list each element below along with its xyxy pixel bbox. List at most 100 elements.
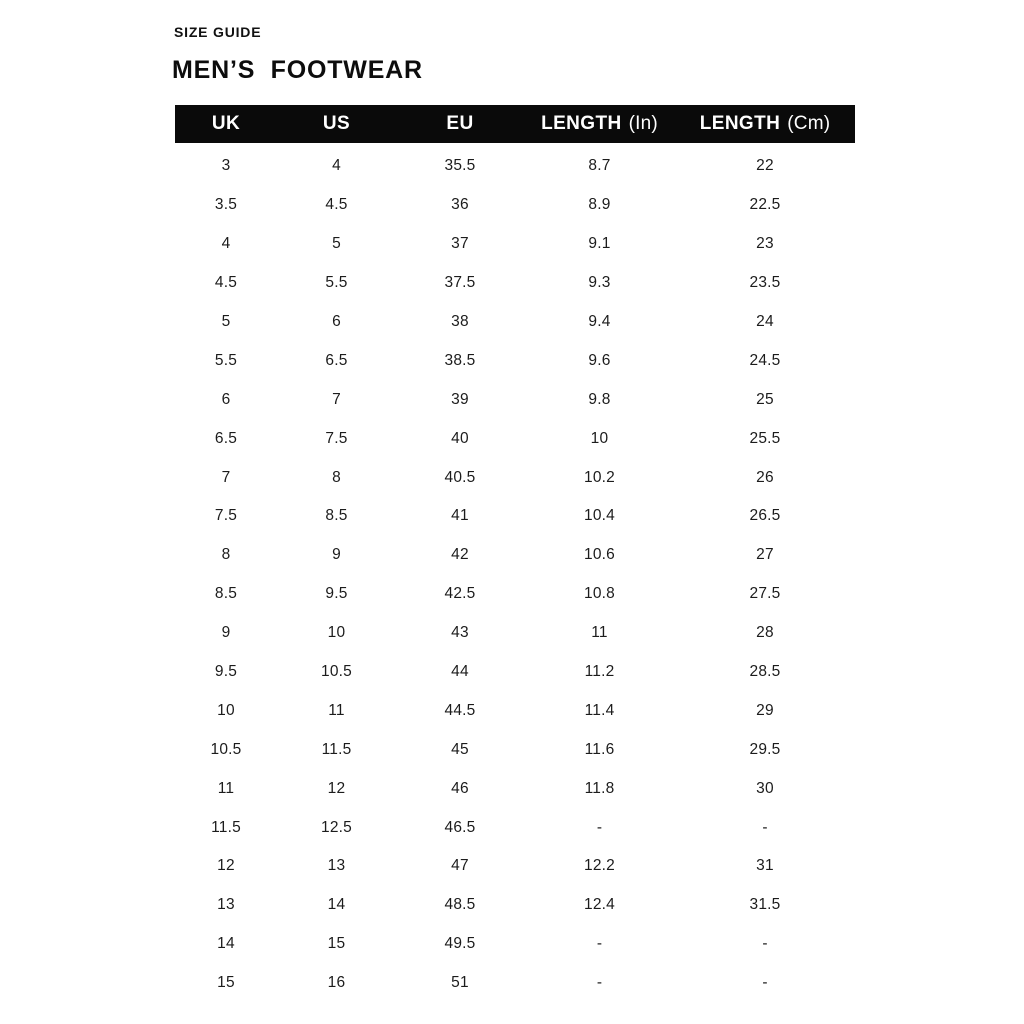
table-cell: 8.5 <box>214 585 238 603</box>
table-cell: 9.1 <box>588 235 611 253</box>
table-row: 4 5 37 9.1 23 <box>175 225 855 264</box>
table-cell: 47 <box>451 857 469 875</box>
table-cell: 14 <box>327 896 346 914</box>
table-row: 10 11 44.5 11.4 29 <box>175 691 855 730</box>
table-cell: 8.5 <box>325 507 348 525</box>
table-cell: 10.5 <box>210 740 242 758</box>
table-row: 7 8 40.5 10.2 26 <box>175 458 855 497</box>
table-cell: 46 <box>451 779 469 797</box>
table-row: 6.5 7.5 40 10 25.5 <box>175 419 855 458</box>
table-cell: 43 <box>451 624 469 642</box>
size-table: UK US EU LENGTH (In) LENGTH (Cm) 3 4 35.5 8… <box>175 105 855 1003</box>
table-body: 3 4 35.5 8.7 22 3.5 4.5 36 8.9 22.5 4 5 37 9.1 23 4.5 5.… <box>175 147 855 1003</box>
table-cell: 7.5 <box>214 507 238 525</box>
table-row: 11 12 46 11.8 30 <box>175 769 855 808</box>
table-cell: 11.2 <box>584 663 615 681</box>
table-cell: 9 <box>332 546 341 564</box>
table-cell: 6 <box>332 313 341 330</box>
table-cell: 29.5 <box>749 740 781 758</box>
table-cell: 40.5 <box>444 468 476 486</box>
table-cell: 8.7 <box>588 157 611 175</box>
table-cell: - <box>762 818 768 836</box>
column-header-eu: EU <box>396 113 524 135</box>
table-row: 9 10 43 11 28 <box>175 614 855 653</box>
table-cell: 12 <box>327 779 346 797</box>
table-cell: 5 <box>221 313 231 330</box>
table-row: 8.5 9.5 42.5 10.8 27.5 <box>175 575 855 614</box>
table-cell: 15 <box>217 974 235 992</box>
table-cell: 42 <box>451 546 469 564</box>
table-cell: 11.8 <box>584 779 615 797</box>
table-cell: 51 <box>451 974 469 992</box>
table-cell: 40 <box>451 429 469 447</box>
table-cell: 14 <box>217 935 235 953</box>
table-cell: 45 <box>451 740 469 758</box>
table-cell: 15 <box>327 935 346 953</box>
table-cell: 46.5 <box>444 818 476 836</box>
table-cell: 11 <box>328 701 345 719</box>
table-cell: - <box>596 974 603 992</box>
table-cell: 10.5 <box>321 663 352 681</box>
table-cell: 11.6 <box>584 740 615 758</box>
table-cell: 44.5 <box>444 701 476 719</box>
table-cell: 4.5 <box>214 274 238 292</box>
table-cell: 42.5 <box>444 585 476 603</box>
table-cell: 6.5 <box>325 351 348 369</box>
table-cell: 16 <box>327 974 346 992</box>
table-cell: 5 <box>332 235 341 253</box>
table-cell: 11 <box>217 779 235 797</box>
table-cell: 41 <box>451 507 469 525</box>
table-cell: 24 <box>756 313 774 330</box>
table-cell: 24.5 <box>749 351 781 369</box>
table-cell: 6 <box>221 390 231 408</box>
table-cell: 27 <box>756 546 774 564</box>
table-cell: 8.9 <box>588 196 611 214</box>
column-header-uk: UK <box>175 113 277 135</box>
table-cell: 38.5 <box>444 351 476 369</box>
table-cell: 5.5 <box>325 274 348 292</box>
table-cell: - <box>596 818 603 836</box>
table-cell: 31.5 <box>749 896 781 914</box>
table-cell: 9.4 <box>588 313 611 330</box>
column-header-label: UK <box>211 113 241 134</box>
table-cell: 12.5 <box>321 818 352 836</box>
table-cell: - <box>762 974 768 992</box>
table-cell: 49.5 <box>444 935 476 953</box>
table-cell: 11.4 <box>584 701 615 719</box>
table-row: 10.5 11.5 45 11.6 29.5 <box>175 730 855 769</box>
column-header-unit: (Cm) <box>787 113 831 134</box>
table-cell: 9 <box>221 624 231 642</box>
table-cell: 4 <box>221 235 231 253</box>
table-cell: 22.5 <box>749 196 781 214</box>
table-cell: 29 <box>756 701 774 719</box>
table-cell: 22 <box>756 157 774 175</box>
table-cell: 23.5 <box>749 274 781 292</box>
table-row: 3 4 35.5 8.7 22 <box>175 147 855 186</box>
table-cell: 10.2 <box>584 468 615 486</box>
table-cell: 8 <box>221 546 231 564</box>
table-cell: - <box>596 935 603 953</box>
table-cell: 27.5 <box>749 585 781 603</box>
table-cell: 26 <box>756 468 774 486</box>
table-cell: 48.5 <box>444 896 476 914</box>
table-cell: 39 <box>451 390 469 408</box>
column-header-label: EU <box>446 113 474 134</box>
column-header-label: LENGTH <box>541 113 622 134</box>
table-cell: 12.2 <box>584 857 615 875</box>
table-cell: 12 <box>217 857 235 875</box>
table-row: 4.5 5.5 37.5 9.3 23.5 <box>175 264 855 303</box>
table-cell: - <box>762 935 768 953</box>
table-cell: 37.5 <box>444 274 476 292</box>
column-header-label: LENGTH <box>699 113 781 134</box>
table-cell: 10.8 <box>584 585 615 603</box>
table-cell: 28 <box>756 624 774 642</box>
table-cell: 26.5 <box>749 507 781 525</box>
table-row: 7.5 8.5 41 10.4 26.5 <box>175 497 855 536</box>
table-cell: 10 <box>217 701 235 719</box>
table-cell: 30 <box>756 779 774 797</box>
table-cell: 12.4 <box>584 896 615 914</box>
table-cell: 10 <box>590 429 609 447</box>
column-header-length-cm: LENGTH (Cm) <box>675 113 855 135</box>
table-row: 11.5 12.5 46.5 - - <box>175 808 855 847</box>
